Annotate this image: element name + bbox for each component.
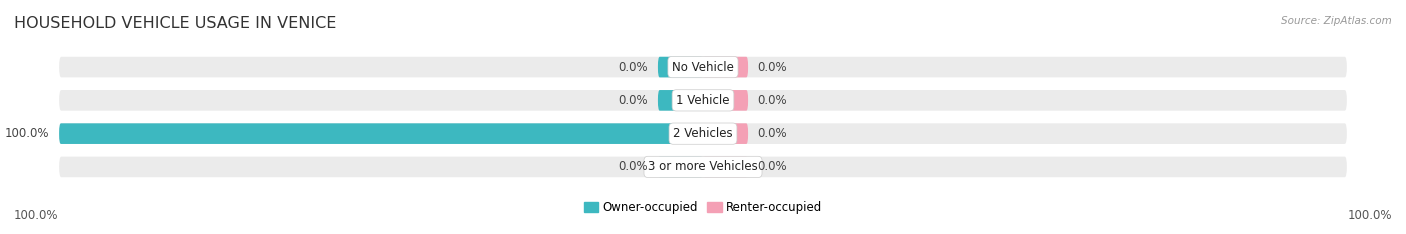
Text: 100.0%: 100.0%	[14, 209, 59, 222]
Text: 0.0%: 0.0%	[758, 61, 787, 73]
Text: 1 Vehicle: 1 Vehicle	[676, 94, 730, 107]
Legend: Owner-occupied, Renter-occupied: Owner-occupied, Renter-occupied	[579, 197, 827, 219]
FancyBboxPatch shape	[703, 57, 748, 77]
Text: HOUSEHOLD VEHICLE USAGE IN VENICE: HOUSEHOLD VEHICLE USAGE IN VENICE	[14, 16, 336, 31]
FancyBboxPatch shape	[59, 123, 703, 144]
FancyBboxPatch shape	[703, 90, 748, 111]
Text: 0.0%: 0.0%	[758, 94, 787, 107]
Text: 3 or more Vehicles: 3 or more Vehicles	[648, 161, 758, 173]
FancyBboxPatch shape	[658, 90, 703, 111]
Text: 100.0%: 100.0%	[1347, 209, 1392, 222]
FancyBboxPatch shape	[59, 90, 1347, 111]
Text: Source: ZipAtlas.com: Source: ZipAtlas.com	[1281, 16, 1392, 26]
Text: 0.0%: 0.0%	[758, 127, 787, 140]
Text: 0.0%: 0.0%	[619, 61, 648, 73]
FancyBboxPatch shape	[59, 57, 1347, 77]
FancyBboxPatch shape	[703, 123, 748, 144]
Text: 0.0%: 0.0%	[758, 161, 787, 173]
FancyBboxPatch shape	[658, 157, 703, 177]
FancyBboxPatch shape	[59, 123, 1347, 144]
FancyBboxPatch shape	[703, 157, 748, 177]
Text: 100.0%: 100.0%	[6, 127, 49, 140]
Text: No Vehicle: No Vehicle	[672, 61, 734, 73]
Text: 2 Vehicles: 2 Vehicles	[673, 127, 733, 140]
FancyBboxPatch shape	[59, 157, 1347, 177]
Text: 0.0%: 0.0%	[619, 161, 648, 173]
FancyBboxPatch shape	[658, 57, 703, 77]
Text: 0.0%: 0.0%	[619, 94, 648, 107]
